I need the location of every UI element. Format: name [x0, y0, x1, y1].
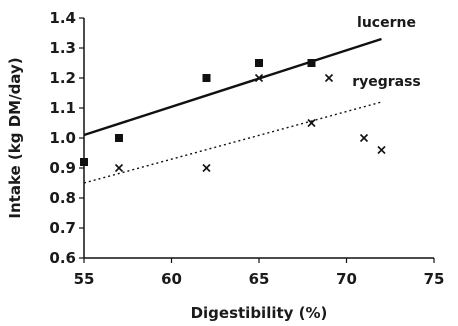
lucerne-point	[255, 59, 263, 67]
ryegrass-point	[324, 73, 334, 83]
ryegrass-point	[254, 73, 264, 83]
lucerne-trendline	[83, 37, 382, 137]
ryegrass-trendline	[83, 101, 382, 184]
ryegrass-point	[202, 163, 211, 173]
lucerne-point	[80, 158, 88, 166]
x-tick-label: 75	[424, 270, 445, 288]
ryegrass-label: ryegrass	[352, 74, 421, 90]
data-points	[80, 59, 386, 173]
y-tick-label: 0.6	[49, 249, 76, 267]
lucerne-point	[307, 59, 316, 67]
x-tick-label: 65	[249, 270, 270, 288]
y-tick-label: 1.2	[49, 69, 76, 87]
ticks: 0.6 0.7 0.8 0.9 1.0 1.1 1.2 1.3 1.4 55 60 65 70 75	[49, 9, 444, 288]
y-tick-label: 0.9	[49, 159, 76, 177]
trendlines	[83, 37, 382, 184]
y-axis-title: Intake (kg DM/day)	[6, 57, 24, 218]
ryegrass-point	[114, 163, 124, 173]
lucerne-point	[115, 134, 123, 142]
y-tick-label: 1.3	[49, 39, 76, 57]
lucerne-point	[202, 74, 211, 82]
y-tick-label: 1.0	[49, 129, 76, 147]
x-tick-label: 70	[336, 270, 357, 288]
x-tick-label: 55	[74, 270, 95, 288]
axes	[83, 18, 434, 259]
y-tick-label: 1.1	[49, 99, 76, 117]
y-tick-label: 1.4	[49, 9, 76, 27]
x-axis-title: Digestibility (%)	[191, 304, 328, 322]
ryegrass-point	[359, 133, 369, 143]
y-tick-label: 0.8	[49, 189, 76, 207]
lucerne-label: lucerne	[357, 15, 416, 31]
ryegrass-point	[307, 118, 316, 128]
ryegrass-point	[377, 145, 386, 155]
series-labels: lucerne ryegrass	[352, 15, 421, 90]
y-tick-label: 0.7	[49, 219, 76, 237]
x-tick-label: 60	[161, 270, 182, 288]
